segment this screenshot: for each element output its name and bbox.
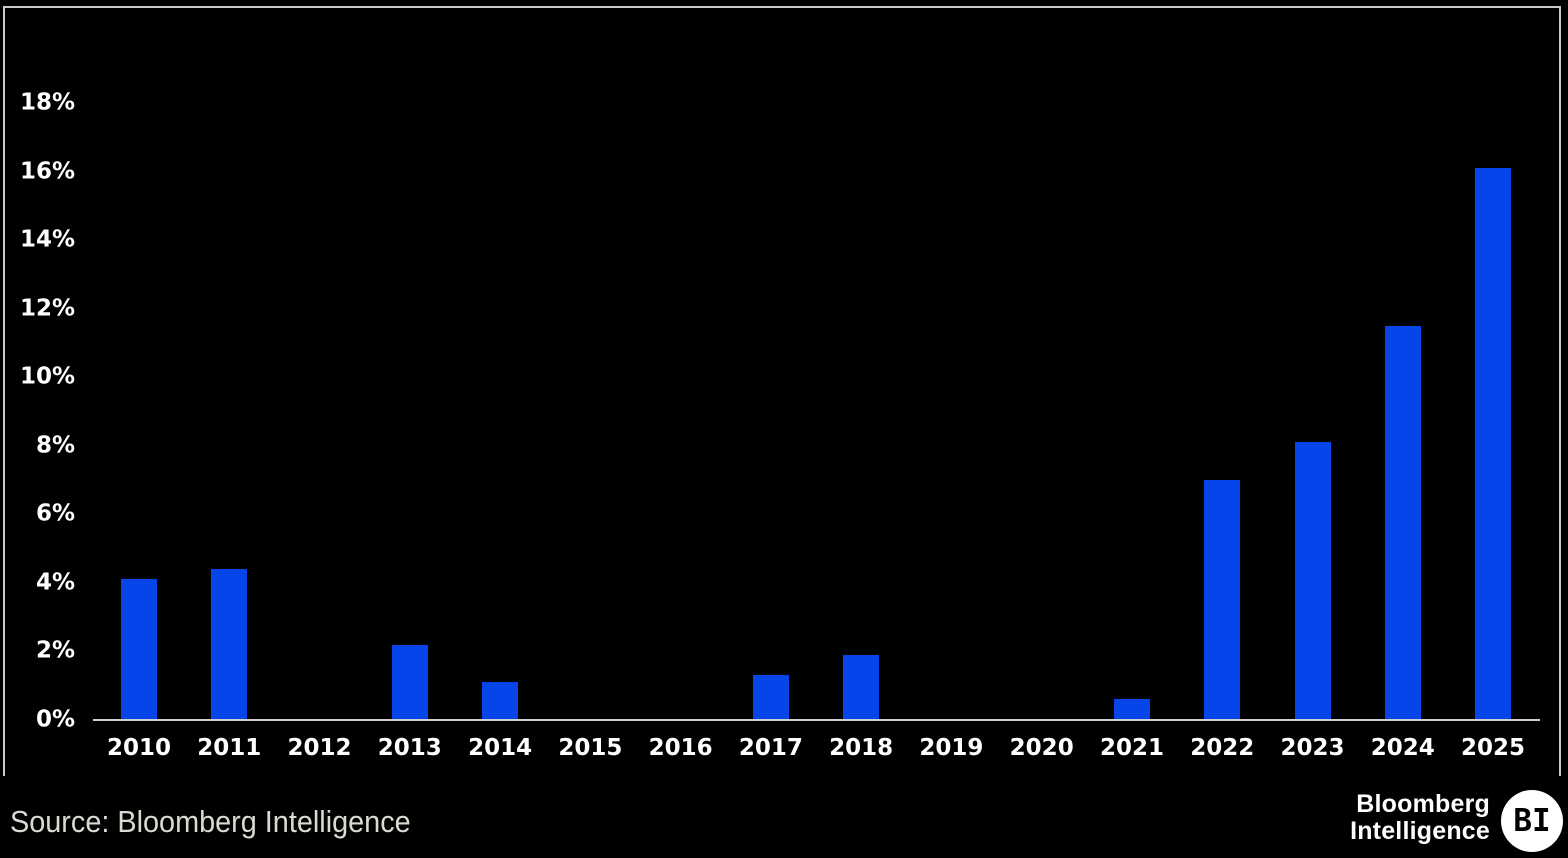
y-tick-label-6: 6% — [35, 500, 75, 527]
x-tick-label-2017: 2017 — [738, 735, 803, 761]
x-tick-label-2011: 2011 — [197, 735, 262, 761]
y-tick-label-4: 4% — [35, 569, 75, 596]
bar-2013 — [392, 645, 428, 720]
x-tick-label-2016: 2016 — [648, 735, 713, 761]
source-text: Source: Bloomberg Intelligence — [10, 804, 411, 839]
x-tick-label-2021: 2021 — [1099, 735, 1164, 761]
bar-2023 — [1295, 442, 1331, 720]
x-tick-label-2019: 2019 — [919, 735, 984, 761]
x-tick-label-2013: 2013 — [377, 735, 442, 761]
x-tick-label-2025: 2025 — [1461, 735, 1526, 761]
y-tick-label-2: 2% — [35, 637, 75, 664]
bar-2022 — [1204, 480, 1240, 720]
bar-2017 — [753, 675, 789, 720]
y-tick-label-16: 16% — [19, 158, 75, 185]
y-tick-label-18: 18% — [19, 89, 75, 116]
chart-frame — [3, 6, 1561, 776]
y-tick-label-10: 10% — [19, 363, 75, 390]
bar-2018 — [843, 655, 879, 720]
bar-2014 — [482, 682, 518, 720]
y-tick-label-14: 14% — [19, 226, 75, 253]
x-tick-label-2018: 2018 — [829, 735, 894, 761]
bi-badge-icon: BI — [1501, 790, 1563, 852]
x-tick-label-2020: 2020 — [1009, 735, 1074, 761]
x-tick-label-2024: 2024 — [1370, 735, 1435, 761]
bar-2011 — [211, 569, 247, 720]
logo-line1: Bloomberg — [1356, 790, 1490, 818]
x-tick-label-2015: 2015 — [558, 735, 623, 761]
bar-2021 — [1114, 699, 1150, 720]
y-tick-label-8: 8% — [35, 432, 75, 459]
logo-line2: Intelligence — [1350, 817, 1490, 845]
x-tick-label-2023: 2023 — [1280, 735, 1345, 761]
x-axis-line — [93, 719, 1540, 721]
bar-2010 — [121, 579, 157, 720]
bar-2025 — [1475, 168, 1511, 720]
y-tick-label-0: 0% — [35, 706, 75, 733]
x-tick-label-2014: 2014 — [468, 735, 533, 761]
x-tick-label-2010: 2010 — [106, 735, 172, 761]
x-tick-label-2022: 2022 — [1190, 735, 1255, 761]
bar-2024 — [1385, 326, 1421, 720]
bloomberg-intelligence-logo-text: Bloomberg Intelligence — [1190, 791, 1490, 845]
y-tick-label-12: 12% — [19, 295, 75, 322]
x-tick-label-2012: 2012 — [287, 735, 352, 761]
